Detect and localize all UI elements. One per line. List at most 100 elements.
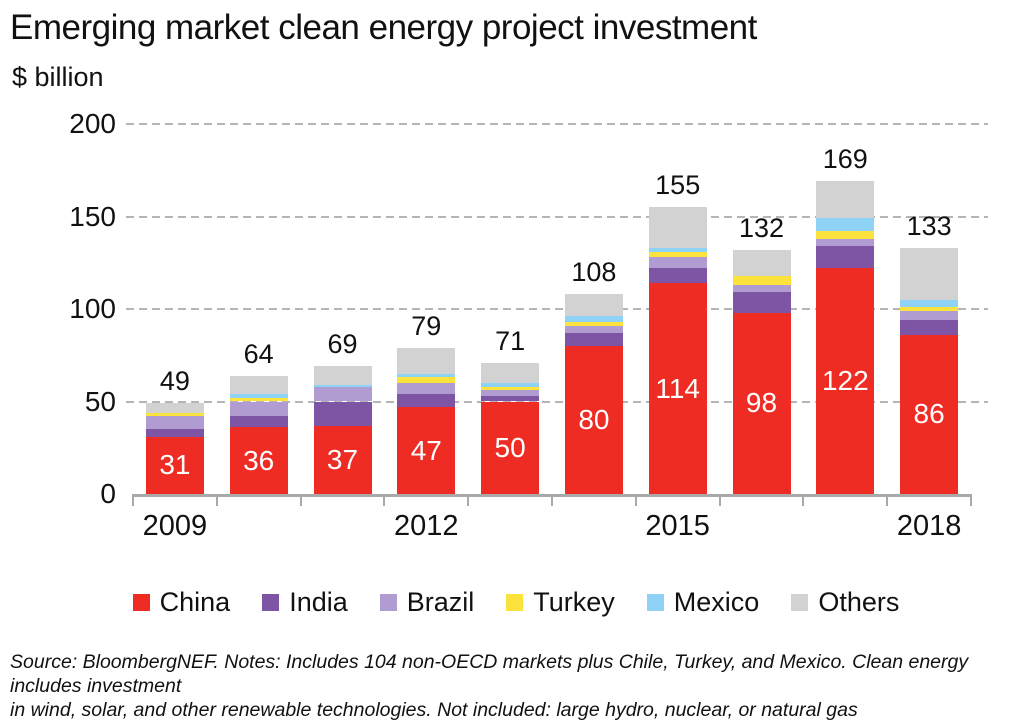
- bar-segment-brazil: [648, 257, 707, 269]
- x-axis-tick: [299, 494, 302, 506]
- bar-segment-india: [313, 401, 372, 426]
- bar-segment-mexico: [900, 299, 959, 308]
- bar-segment-china: [564, 346, 623, 494]
- x-axis-tick: [132, 494, 134, 506]
- legend-item-brazil: Brazil: [379, 587, 475, 618]
- bar-segment-turkey: [900, 307, 959, 311]
- legend-swatch-mexico: [646, 594, 664, 611]
- y-axis-tick-label: 0: [100, 478, 116, 509]
- x-axis-tick: [634, 494, 637, 506]
- bar-total-label: 79: [411, 310, 442, 341]
- bar-segment-india: [229, 416, 288, 428]
- bar-segment-brazil: [900, 310, 959, 321]
- x-axis-tick: [970, 494, 972, 506]
- x-axis-year-label: 2009: [142, 510, 208, 542]
- x-axis-year-label: 2012: [394, 510, 459, 542]
- legend-label: Brazil: [406, 587, 475, 617]
- bar-segment-mexico: [397, 373, 456, 378]
- source-note: Source: BloombergNEF. Notes: Includes 10…: [10, 650, 1024, 722]
- x-axis-tick: [718, 494, 721, 506]
- bar-segment-mexico: [564, 316, 623, 322]
- bar-segment-india: [732, 292, 791, 313]
- legend-item-china: China: [132, 587, 231, 618]
- bar-value-label: 86: [913, 398, 945, 430]
- bar-segment-china: [816, 268, 875, 494]
- legend-label: China: [159, 587, 231, 617]
- bar-total-label: 132: [738, 212, 785, 243]
- bar-segment-turkey: [564, 321, 623, 326]
- gridline: [126, 215, 988, 218]
- bar-segment-turkey: [481, 386, 540, 391]
- bar-segment-brazil: [145, 416, 204, 430]
- x-axis-year-label: 2018: [896, 510, 962, 542]
- bar-segment-others: [732, 249, 791, 276]
- bar-value-label: 37: [326, 443, 359, 475]
- bar-segment-others: [648, 207, 707, 248]
- legend-swatch-others: [791, 594, 809, 611]
- bar-value-label: 36: [243, 444, 275, 476]
- source-note-line2: in wind, solar, and other renewable tech…: [10, 699, 858, 721]
- bar-segment-mexico: [313, 384, 372, 387]
- bar-value-label: 114: [655, 372, 700, 404]
- bar-segment-brazil: [313, 386, 372, 402]
- legend-label: Turkey: [533, 587, 615, 617]
- bar-total-label: 69: [327, 329, 358, 360]
- y-axis-tick-label: 100: [69, 293, 116, 324]
- x-axis-year-label: 2015: [645, 510, 710, 542]
- bar-segment-brazil: [481, 390, 540, 396]
- bar-segment-others: [900, 247, 959, 300]
- bar-total-label: 108: [571, 257, 617, 288]
- bar-segment-turkey: [648, 251, 707, 258]
- y-axis-tick-label: 150: [69, 200, 116, 232]
- bar-segment-brazil: [397, 383, 456, 395]
- bar-segment-brazil: [816, 238, 875, 247]
- bar-segment-india: [481, 395, 540, 402]
- bar-total-label: 49: [159, 366, 190, 397]
- legend-item-mexico: Mexico: [646, 587, 760, 618]
- bar-value-label: 47: [410, 434, 442, 466]
- bar-segment-china: [900, 334, 959, 494]
- bar-segment-mexico: [229, 394, 288, 398]
- bar-segment-brazil: [732, 284, 791, 293]
- legend-label: Mexico: [673, 587, 760, 617]
- bar-value-label: 31: [159, 449, 191, 481]
- source-note-line1: Source: BloombergNEF. Notes: Includes 10…: [10, 651, 969, 697]
- legend: China India Brazil Turkey Mexico Others: [0, 587, 1032, 618]
- bar-value-label: 50: [494, 431, 526, 463]
- gridline: [126, 123, 988, 125]
- bar-segment-mexico: [816, 218, 875, 232]
- x-axis-tick: [802, 494, 805, 506]
- legend-item-others: Others: [791, 587, 899, 618]
- legend-label: India: [289, 587, 348, 617]
- legend-swatch-turkey: [506, 594, 524, 611]
- y-axis-tick-label: 50: [84, 385, 116, 417]
- x-axis-tick: [886, 494, 889, 506]
- gridline: [126, 400, 988, 403]
- x-axis-tick: [383, 494, 386, 506]
- bar-segment-mexico: [648, 247, 707, 252]
- bar-segment-china: [481, 401, 540, 494]
- bar-total-label: 169: [822, 144, 868, 175]
- bar-segment-china: [732, 312, 791, 494]
- bar-segment-others: [481, 362, 540, 383]
- bar-segment-others: [397, 347, 456, 374]
- bar-total-label: 133: [906, 210, 952, 241]
- bar-segment-others: [145, 403, 204, 413]
- bar-segment-india: [145, 429, 204, 437]
- bar-segment-india: [564, 333, 623, 346]
- legend-swatch-india: [262, 594, 280, 611]
- bar-segment-mexico: [481, 383, 540, 387]
- x-axis-tick: [215, 494, 218, 506]
- bar-segment-china: [313, 425, 372, 494]
- bar-value-label: 122: [821, 365, 869, 397]
- y-axis-unit-label: $ billion: [12, 62, 104, 92]
- x-axis-tick: [551, 494, 553, 506]
- bar-segment-brazil: [564, 325, 623, 334]
- bar-total-label: 71: [495, 325, 526, 356]
- bar-segment-china: [397, 407, 456, 494]
- bar-value-label: 80: [578, 404, 610, 435]
- legend-item-turkey: Turkey: [506, 587, 615, 618]
- bar-segment-china: [229, 427, 288, 494]
